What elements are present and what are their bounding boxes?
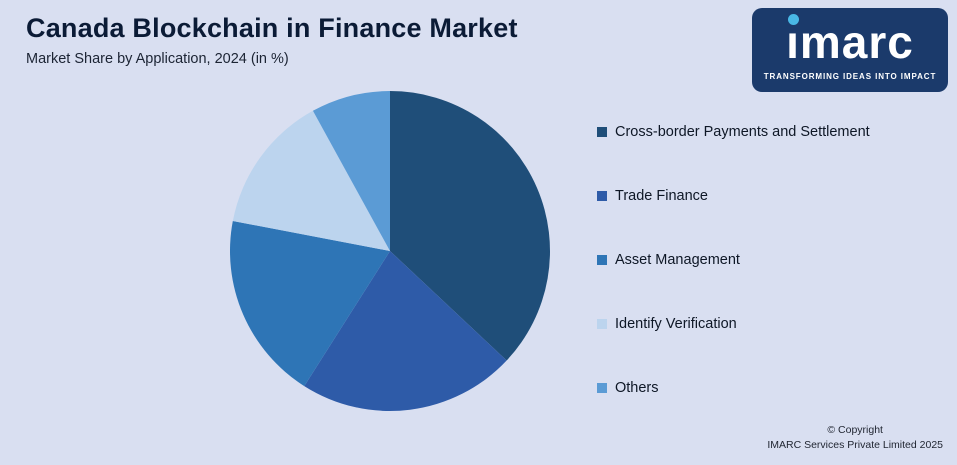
- page-subtitle: Market Share by Application, 2024 (in %): [26, 51, 289, 67]
- legend-item: Asset Management: [597, 250, 870, 270]
- copyright-text: © Copyright: [827, 423, 883, 436]
- legend-item: Others: [597, 378, 870, 398]
- legend-label: Trade Finance: [615, 188, 708, 204]
- legend-swatch-icon: [597, 127, 607, 137]
- page-title: Canada Blockchain in Finance Market: [26, 13, 518, 43]
- legend-label: Asset Management: [615, 252, 740, 268]
- legend-item: Cross-border Payments and Settlement: [597, 122, 870, 142]
- logo-brand: ımarc: [786, 14, 914, 68]
- legend-label: Others: [615, 380, 659, 396]
- legend-swatch-icon: [597, 383, 607, 393]
- legend-item: Trade Finance: [597, 186, 870, 206]
- legend-swatch-icon: [597, 319, 607, 329]
- pie-slice: [229, 221, 390, 387]
- legend-label: Cross-border Payments and Settlement: [615, 124, 870, 140]
- logo-tagline: TRANSFORMING IDEAS INTO IMPACT: [763, 72, 937, 81]
- legend-item: Identify Verification: [597, 314, 870, 334]
- pie-chart: [229, 91, 550, 411]
- logo-brand-text: ımarc: [786, 16, 914, 68]
- pie-slice: [390, 91, 550, 361]
- company-text: IMARC Services Private Limited 2025: [767, 438, 943, 451]
- pie-slice: [232, 110, 390, 251]
- legend-swatch-icon: [597, 255, 607, 265]
- pie-slice: [312, 91, 390, 251]
- header: Canada Blockchain in Finance Market Mark…: [26, 13, 518, 67]
- legend-swatch-icon: [597, 191, 607, 201]
- legend-label: Identify Verification: [615, 316, 737, 332]
- imarc-logo: ımarc TRANSFORMING IDEAS INTO IMPACT: [752, 8, 948, 92]
- pie-slice: [304, 251, 507, 411]
- legend: Cross-border Payments and Settlement Tra…: [597, 122, 870, 442]
- logo-i-dot-icon: [788, 14, 800, 25]
- footer: © Copyright IMARC Services Private Limit…: [767, 423, 943, 453]
